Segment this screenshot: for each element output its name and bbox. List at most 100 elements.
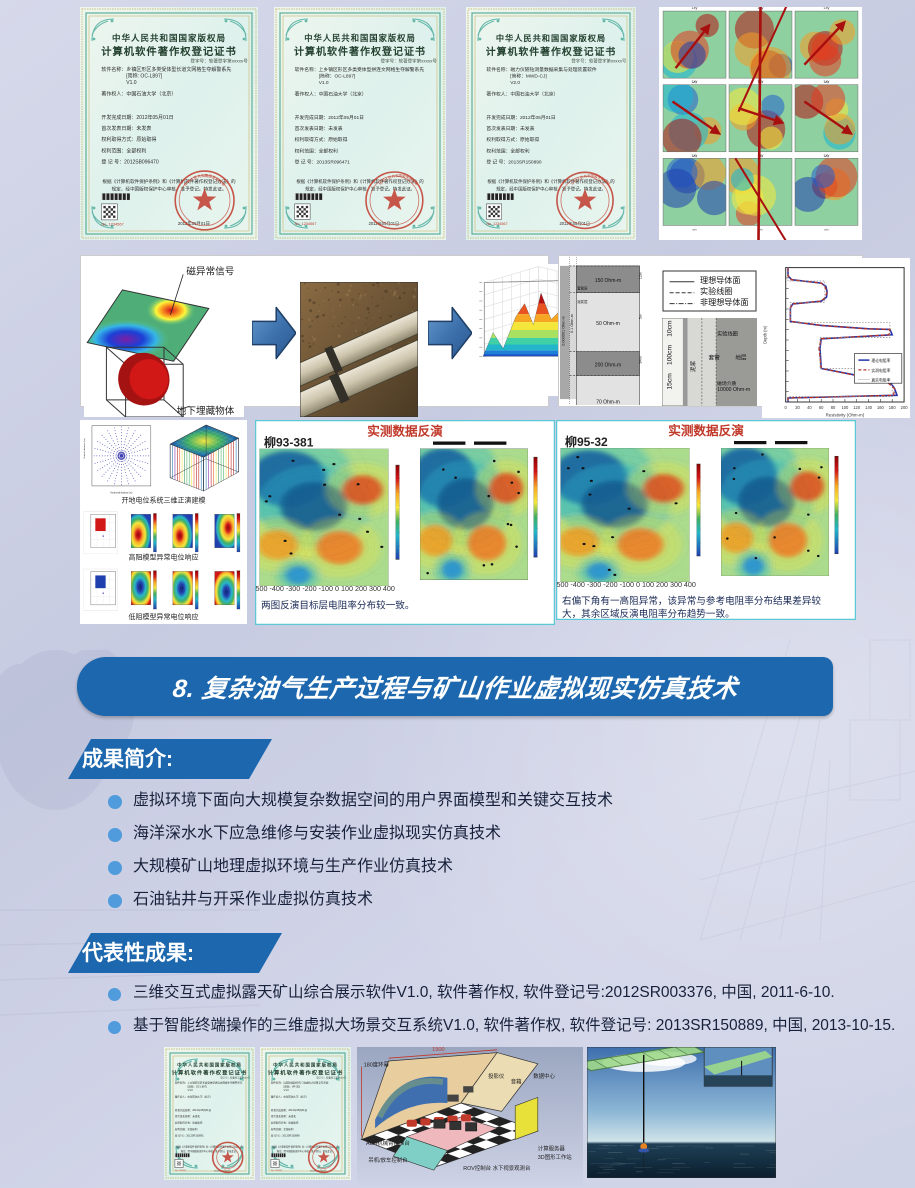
svg-text:100cm: 100cm [667,345,674,366]
svg-text:中华人民共和国国家版权局: 中华人民共和国国家版权局 [177,1061,242,1068]
svg-text:著作权人：中国石油大学（北京）: 著作权人：中国石油大学（北京） [295,91,367,98]
svg-text:Depth (m): Depth (m) [762,325,767,344]
svg-text:20: 20 [795,405,800,410]
svg-text:权利取得方式：原始取得: 权利取得方式：原始取得 [101,136,156,143]
svg-text:[简称: OC-L897]: [简称: OC-L897] [126,73,162,80]
svg-text:x/m: x/m [824,228,829,232]
svg-text:登字号：软著登字第xxxxx号: 登字号：软著登字第xxxxx号 [316,1076,346,1080]
svg-text:首次发表日期：未发表: 首次发表日期：未发表 [101,125,151,132]
svg-text:计算机软件著作权登记证书: 计算机软件著作权登记证书 [101,45,237,58]
svg-text:著作权人：中国石油大学（北京）: 著作权人：中国石油大学（北京） [175,1095,213,1099]
svg-text:规定，经中国版权保护中心审核，准予登记。特发此证。: 规定，经中国版权保护中心审核，准予登记。特发此证。 [305,186,415,193]
svg-text:根据《计算机软件保护条例》和《计算机软件著作权登记办法》的: 根据《计算机软件保护条例》和《计算机软件著作权登记办法》的 [296,178,424,185]
svg-text:中华人民共和国国家版权局: 中华人民共和国国家版权局 [273,1061,338,1068]
svg-text:首次发表日期：未发表: 首次发表日期：未发表 [295,125,343,132]
svg-text:实验线圈: 实验线圈 [717,330,738,338]
svg-text:中华人民共和国国家版权局: 中华人民共和国国家版权局 [496,33,606,43]
svg-text:V1.0: V1.0 [126,80,137,86]
svg-text:登 记 号：2013SR096471: 登 记 号：2013SR096471 [295,159,351,166]
svg-text:登字号：软著登字第xxxxx号: 登字号：软著登字第xxxxx号 [190,57,248,64]
svg-text:磁场介质: 磁场介质 [717,380,736,387]
svg-text:开发完成日期：2012年05月01日: 开发完成日期：2012年05月01日 [101,114,173,121]
svg-text:100: 100 [841,405,849,410]
svg-text:权利范围：全部权利: 权利范围：全部权利 [271,1127,294,1131]
svg-text:泥浆层: 泥浆层 [577,299,588,304]
svg-text:15cm: 15cm [667,373,674,390]
svg-text:权利范围：全部权利: 权利范围：全部权利 [295,147,338,154]
svg-text:x/m: x/m [692,228,697,232]
svg-text:10cm: 10cm [667,320,674,337]
svg-text:计算机软件著作权登记证书: 计算机软件著作权登记证书 [486,45,617,58]
svg-text:No. 1234567: No. 1234567 [486,222,507,226]
svg-text:著作权人：中国石油大学（北京）: 著作权人：中国石油大学（北京） [101,91,176,98]
svg-text:地下埋藏物体: 地下埋藏物体 [177,405,235,417]
svg-text:-500 -400 -300 -200 -100 0 1: -500 -400 -300 -200 -100 0 100 200 300 4… [556,580,696,589]
svg-text:Lxy: Lxy [824,7,830,10]
svg-text:实测数据反演: 实测数据反演 [367,423,443,438]
svg-text:软件名称：上乡镇区形区多类受体型拼连文网格生夺解警系先: 软件名称：上乡镇区形区多类受体型拼连文网格生夺解警系先 [175,1081,243,1085]
svg-text:权利范围：全部权利: 权利范围：全部权利 [486,147,529,154]
svg-text:[简称：VR-3D]: [简称：VR-3D] [284,1084,301,1088]
svg-text:非理想导体面: 非理想导体面 [700,297,749,307]
svg-text:套管层: 套管层 [577,286,588,291]
svg-text:60: 60 [819,405,824,410]
svg-text:软件名称：远程终端操作的三维虚拟大场景交互系统: 软件名称：远程终端操作的三维虚拟大场景交互系统 [271,1081,329,1085]
svg-text:大，其余区域反演电阻率分布趋势一致。: 大，其余区域反演电阻率分布趋势一致。 [562,608,735,620]
svg-text:吊机/放车控制台: 吊机/放车控制台 [368,1156,407,1164]
svg-text:开发完成日期：2012年05月01日: 开发完成日期：2012年05月01日 [486,114,555,121]
svg-text:No. 1234567: No. 1234567 [271,1170,283,1172]
svg-text:水下视景观测台: 水下视景观测台 [493,1164,531,1172]
svg-text:50 Ohm-m: 50 Ohm-m [596,321,620,327]
svg-text:[简称：OC-L897]: [简称：OC-L897] [188,1084,207,1088]
svg-text:计算机软件著作权登记证书: 计算机软件著作权登记证书 [172,1068,248,1076]
svg-text:80: 80 [831,405,836,410]
svg-text:计算机软件著作权登记证书: 计算机软件著作权登记证书 [294,45,426,58]
svg-text:1900: 1900 [432,1047,445,1053]
svg-text:-500 -400 -300 -200 -100 0 1: -500 -400 -300 -200 -100 0 100 200 300 4… [255,584,395,593]
svg-text:180度环幕: 180度环幕 [364,1061,390,1069]
svg-text:柳93-381: 柳93-381 [264,435,314,450]
svg-text:Lxy: Lxy [824,153,830,157]
svg-text:150 Ohm-m: 150 Ohm-m [595,278,621,284]
svg-text:登 记 号：2013SR150890: 登 记 号：2013SR150890 [486,159,542,166]
svg-text:Resistivity (Ohm-m): Resistivity (Ohm-m) [826,412,865,417]
svg-text:泥浆: 泥浆 [689,360,697,372]
svg-text:中华人民共和国国家版权局: 中华人民共和国国家版权局 [304,33,416,43]
svg-text:V1.0: V1.0 [319,80,329,86]
svg-text:200 Ohm-m: 200 Ohm-m [595,363,621,369]
svg-text:34m: 34m [639,356,643,363]
svg-text:V1.0: V1.0 [188,1089,194,1092]
svg-text:软件名称：上乡镇区形区多类受体型拼连文网格生夺解警系先: 软件名称：上乡镇区形区多类受体型拼连文网格生夺解警系先 [295,66,425,73]
svg-text:160: 160 [877,405,885,410]
svg-text:权利取得方式：原始取得: 权利取得方式：原始取得 [271,1121,299,1125]
svg-text:0.000001 Ohm-m: 0.000001 Ohm-m [561,316,565,346]
svg-text:规定，经中国版权保护中心审核，准予登记。特发此证。: 规定，经中国版权保护中心审核，准予登记。特发此证。 [496,186,606,193]
svg-text:180: 180 [889,405,897,410]
svg-text:5m: 5m [639,314,643,319]
svg-text:音箱: 音箱 [511,1077,522,1085]
svg-text:AGS机械臂操纵台: AGS机械臂操纵台 [366,1139,410,1147]
svg-text:开地电位系统三维正演建模: 开地电位系统三维正演建模 [122,496,206,505]
svg-text:实测电阻率: 实测电阻率 [871,368,890,373]
svg-text:两图反演目标层电阻率分布较一致。: 两图反演目标层电阻率分布较一致。 [261,600,415,612]
svg-text:理想导体面: 理想导体面 [700,275,740,285]
svg-text:Lxy: Lxy [692,153,698,157]
svg-text:开发完成日期：2012年05月01日: 开发完成日期：2012年05月01日 [295,114,364,121]
svg-text:登字号：软著登字第xxxxx号: 登字号：软著登字第xxxxx号 [381,57,438,64]
svg-text:计算服务器: 计算服务器 [538,1145,566,1153]
svg-text:120: 120 [853,405,861,410]
svg-text:磁异常信号: 磁异常信号 [186,265,234,277]
svg-text:投影仪: 投影仪 [488,1072,505,1080]
svg-text:首次发表日期：未发表: 首次发表日期：未发表 [486,125,534,132]
svg-text:实验线圈: 实验线圈 [700,286,732,296]
svg-text:理论电阻率: 理论电阻率 [871,358,890,363]
svg-text:3D图形工作站: 3D图形工作站 [538,1153,572,1161]
svg-text:右偏下角有一高阻异常，该异常与参考电阻率分布结果差异较: 右偏下角有一高阻异常，该异常与参考电阻率分布结果差异较 [562,595,821,607]
svg-text:登 记 号：2012SB096470: 登 记 号：2012SB096470 [101,159,158,166]
svg-text:登字号：软著登字第xxxxx号: 登字号：软著登字第xxxxx号 [571,57,626,64]
svg-text:软件名称：乡镇区形区多类受体型长道文网格生夺解警系先: 软件名称：乡镇区形区多类受体型长道文网格生夺解警系先 [101,66,231,73]
svg-text:首次发表日期：未发表: 首次发表日期：未发表 [271,1114,297,1118]
svg-text:登字号：软著登字第xxxxx号: 登字号：软著登字第xxxxx号 [220,1076,250,1080]
svg-text:登 记 号：2012SR150891: 登 记 号：2012SR150891 [175,1133,204,1137]
svg-text:0.1 Ohm-m: 0.1 Ohm-m [570,314,574,333]
